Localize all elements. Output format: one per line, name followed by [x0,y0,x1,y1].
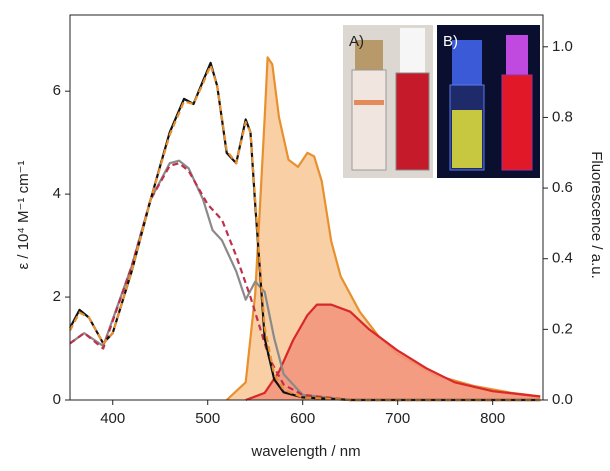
plot-frame [69,14,544,401]
y-axis-label: ε / 10⁴ M⁻¹ cm⁻¹ [15,161,32,270]
y2-tick-label: 0.2 [552,320,573,337]
cuvette [351,69,387,171]
inset-photos [343,25,540,178]
cap [506,35,528,75]
y-tick-label: 6 [53,82,61,99]
y2-tick-label: 0.0 [552,391,573,408]
cap [400,28,425,73]
area [245,304,541,400]
y2-tick-label: 0.4 [552,250,573,267]
y2-tick-label: 0.6 [552,179,573,196]
x-tick-label: 700 [385,410,410,427]
x-tick-label: 400 [100,410,125,427]
x-tick-label: 800 [480,410,505,427]
y2-tick-label: 0.8 [552,108,573,125]
x-tick-label: 600 [290,410,315,427]
cuvette [501,74,533,171]
y-tick-label: 4 [53,185,61,202]
cap [452,40,482,85]
cap [355,40,383,70]
liquid [452,110,482,168]
x-tick-label: 500 [195,410,220,427]
y2-tick-label: 1.0 [552,38,573,55]
line [69,64,541,402]
y-tick-label: 0 [53,391,61,408]
y2-axis-label: Fluorescence / a.u. [588,151,605,279]
line [69,162,541,402]
annotation: A) [349,33,364,50]
x-axis-label: wavelength / nm [250,443,360,460]
liquid [354,100,384,105]
annotation: B) [443,33,458,50]
y-tick-label: 2 [53,288,61,305]
area [226,57,541,401]
cuvette [395,72,430,171]
